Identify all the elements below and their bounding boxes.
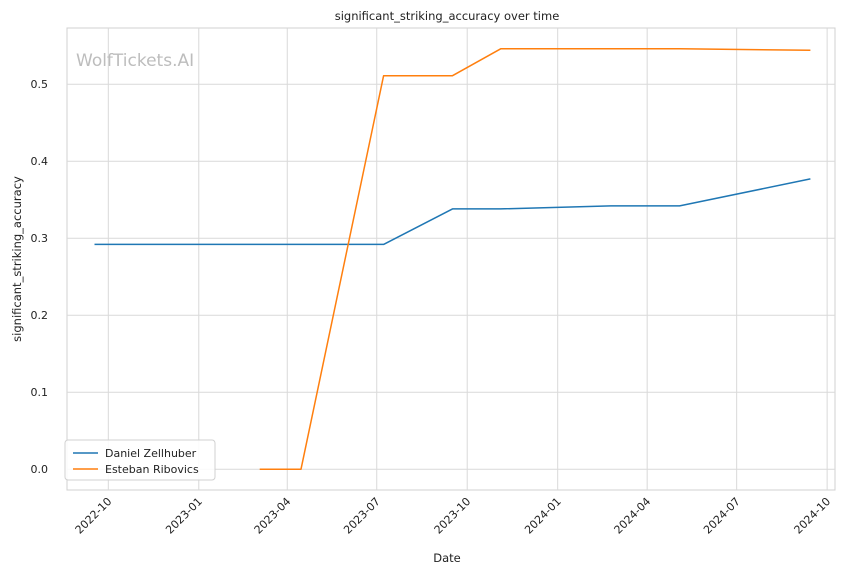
watermark-text: WolfTickets.AI xyxy=(76,51,194,71)
y-axis-label: significant_striking_accuracy xyxy=(10,176,24,342)
x-axis-ticks: 2022-10 2023-01 2023-04 2023-07 2023-10 2024-… xyxy=(73,495,834,537)
x-tick-label: 2022-10 xyxy=(73,495,115,537)
y-tick-label: 0.5 xyxy=(31,78,49,91)
x-axis-label: Date xyxy=(433,551,461,565)
series-group xyxy=(94,48,811,470)
chart-title: significant_striking_accuracy over time xyxy=(335,9,560,23)
y-tick-label: 0.3 xyxy=(31,232,49,245)
x-tick-label: 2023-01 xyxy=(163,495,205,537)
x-tick-label: 2024-10 xyxy=(792,495,834,537)
y-axis-ticks: 0.0 0.1 0.2 0.3 0.4 0.5 xyxy=(31,78,49,476)
series-line-esteban-ribovics xyxy=(259,48,811,470)
x-tick-label: 2023-04 xyxy=(252,495,294,537)
grid xyxy=(67,28,835,490)
y-tick-label: 0.1 xyxy=(31,386,49,399)
x-tick-label: 2024-01 xyxy=(522,495,564,537)
x-tick-label: 2024-04 xyxy=(612,495,654,537)
y-tick-label: 0.2 xyxy=(31,309,49,322)
legend: Daniel Zellhuber Esteban Ribovics xyxy=(64,439,216,481)
x-tick-label: 2024-07 xyxy=(701,495,743,537)
legend-label-daniel-zellhuber: Daniel Zellhuber xyxy=(105,447,197,460)
y-tick-label: 0.4 xyxy=(31,155,49,168)
series-line-daniel-zellhuber xyxy=(94,178,811,246)
x-tick-label: 2023-07 xyxy=(341,495,383,537)
x-tick-label: 2023-10 xyxy=(432,495,474,537)
plot-area xyxy=(66,27,836,491)
y-tick-label: 0.0 xyxy=(31,463,49,476)
legend-box xyxy=(64,439,216,481)
legend-label-esteban-ribovics: Esteban Ribovics xyxy=(105,463,199,476)
